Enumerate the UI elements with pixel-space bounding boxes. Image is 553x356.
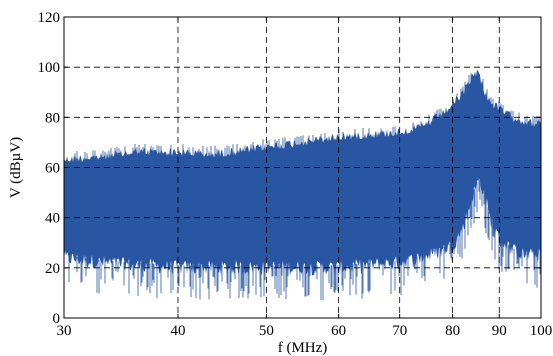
x-tick-label: 60: [331, 323, 346, 339]
y-tick-label: 0: [53, 311, 61, 327]
x-tick-label: 50: [259, 323, 274, 339]
y-axis-label: V (dBµV): [8, 137, 24, 198]
y-tick-labels: 0 20 40 60 80 100 120: [38, 10, 61, 327]
x-tick-label: 90: [492, 323, 507, 339]
x-tick-label: 80: [445, 323, 460, 339]
x-tick-label: 100: [530, 323, 553, 339]
y-tick-label: 40: [45, 211, 60, 227]
grid-lines: [64, 17, 541, 318]
y-tick-label: 100: [38, 60, 61, 76]
x-tick-label: 40: [170, 323, 185, 339]
x-tick-labels: 30 40 50 60 70 80 90 100: [57, 323, 553, 339]
y-tick-label: 60: [45, 161, 60, 177]
tick-marks: [63, 16, 542, 319]
y-tick-label: 80: [45, 110, 60, 126]
y-tick-label: 20: [45, 261, 60, 277]
spectrum-fill: [64, 70, 541, 301]
y-tick-label: 120: [38, 10, 61, 26]
x-tick-label: 30: [57, 323, 72, 339]
x-axis-label: f (MHz): [278, 340, 328, 356]
spectrum-band: [64, 70, 541, 276]
x-tick-label: 70: [392, 323, 407, 339]
